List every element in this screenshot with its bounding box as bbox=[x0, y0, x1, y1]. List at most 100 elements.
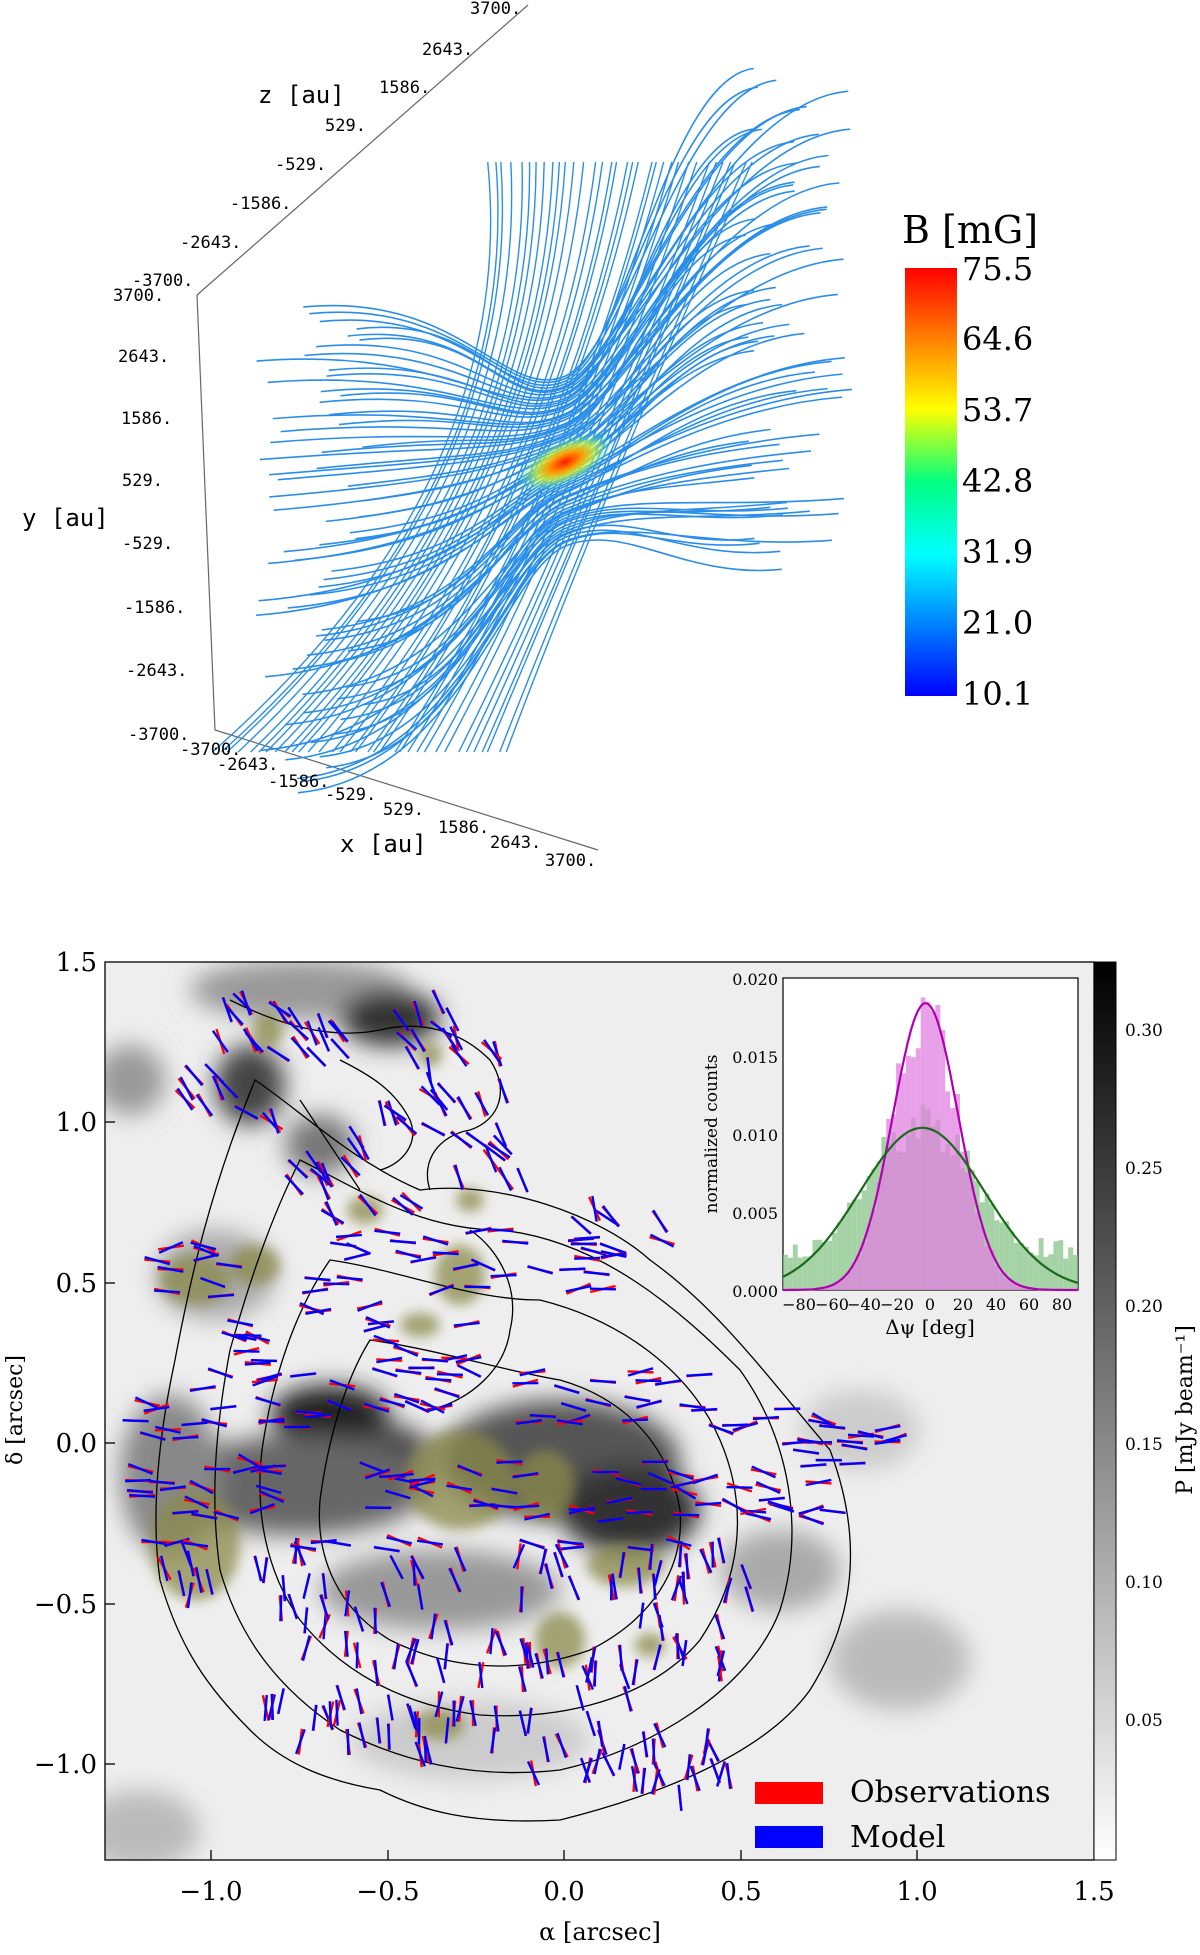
model-vector bbox=[343, 1630, 349, 1657]
axis-frame bbox=[196, 4, 599, 851]
hist-bar bbox=[1019, 1243, 1024, 1290]
model-vector bbox=[232, 1465, 259, 1474]
model-vector bbox=[211, 1075, 225, 1101]
model-vector bbox=[172, 1435, 199, 1440]
model-vector bbox=[699, 1548, 713, 1574]
model-vector bbox=[627, 1546, 654, 1552]
model-vector bbox=[416, 1583, 424, 1610]
model-vector bbox=[450, 1044, 468, 1067]
b-colorbar: B [mG] 75.5 64.6 53.7 42.8 31.9 21.0 10.… bbox=[902, 208, 1038, 713]
field-line bbox=[221, 161, 499, 753]
model-vector bbox=[373, 1607, 378, 1634]
field-line bbox=[303, 86, 758, 381]
model-vector bbox=[502, 1239, 529, 1245]
z-tick: 3700. bbox=[470, 0, 521, 19]
legend-label-observations: Observations bbox=[850, 1775, 1051, 1810]
x-tick: -2643. bbox=[217, 755, 278, 775]
field-line bbox=[291, 161, 561, 753]
z-axis-label: z [au] bbox=[258, 81, 345, 109]
model-vector bbox=[585, 1710, 596, 1737]
model-vector bbox=[847, 1433, 875, 1438]
model-vector bbox=[436, 1657, 446, 1684]
model-vector bbox=[436, 1082, 457, 1104]
hist-bar bbox=[851, 1199, 857, 1290]
model-vector bbox=[335, 1233, 363, 1239]
model-vector bbox=[709, 1757, 721, 1784]
model-vector bbox=[568, 1506, 595, 1515]
legend-swatch-observations bbox=[755, 1782, 823, 1804]
model-vector bbox=[695, 1501, 722, 1507]
model-vector bbox=[474, 1091, 490, 1116]
model-vector bbox=[436, 1372, 463, 1377]
model-vector bbox=[583, 1270, 610, 1276]
hist-bar bbox=[1009, 1279, 1015, 1290]
model-vector bbox=[681, 1571, 687, 1598]
model-vector bbox=[483, 1039, 500, 1062]
map-x-tick: 0.5 bbox=[720, 1877, 761, 1907]
model-vector bbox=[302, 1573, 311, 1599]
y-tick: -2643. bbox=[126, 661, 187, 681]
model-vector bbox=[155, 1425, 181, 1434]
hist-bar bbox=[1023, 1246, 1029, 1290]
model-vector bbox=[544, 1563, 554, 1590]
model-vector bbox=[602, 1205, 620, 1228]
model-vector bbox=[195, 1094, 214, 1117]
hist-bar bbox=[999, 1273, 1005, 1290]
model-vector bbox=[373, 1659, 379, 1687]
model-vector bbox=[443, 1619, 454, 1646]
model-vector bbox=[355, 1688, 363, 1715]
model-vector bbox=[589, 1379, 616, 1384]
model-vector bbox=[143, 1405, 170, 1412]
model-vector bbox=[585, 1656, 594, 1683]
model-vector bbox=[346, 1137, 364, 1161]
model-vector bbox=[306, 1046, 327, 1067]
hist-bar bbox=[910, 1057, 916, 1290]
model-vector bbox=[668, 1469, 694, 1481]
legend-swatch-model bbox=[755, 1826, 823, 1848]
model-vector bbox=[648, 1543, 654, 1570]
model-vector bbox=[580, 1246, 607, 1257]
y-tick: 529. bbox=[122, 471, 163, 491]
model-vector bbox=[201, 1418, 228, 1428]
p-colorbar-tick: 0.15 bbox=[1125, 1435, 1163, 1455]
model-vector bbox=[567, 1236, 595, 1243]
inset-y-tick: 0.000 bbox=[732, 1282, 778, 1301]
field-line bbox=[307, 161, 575, 753]
hist-bar bbox=[861, 1241, 867, 1290]
model-vector bbox=[585, 1398, 612, 1407]
p-colorbar-tick: 0.25 bbox=[1125, 1159, 1163, 1179]
model-vector bbox=[767, 1500, 794, 1511]
model-vector bbox=[193, 1244, 219, 1258]
hist-bar bbox=[837, 1222, 842, 1290]
field-line bbox=[359, 90, 849, 394]
field-line bbox=[237, 161, 513, 753]
model-vector bbox=[518, 1666, 527, 1693]
model-vector bbox=[324, 1540, 351, 1547]
model-vector bbox=[513, 1504, 540, 1509]
model-vector bbox=[363, 1402, 390, 1413]
model-vector bbox=[527, 1265, 553, 1275]
model-vector bbox=[336, 1275, 363, 1281]
model-vector bbox=[386, 1536, 413, 1545]
model-vector bbox=[651, 1738, 656, 1765]
model-vector bbox=[358, 1722, 367, 1749]
model-vector bbox=[512, 1543, 526, 1569]
hist-bar bbox=[866, 1224, 872, 1290]
model-vector bbox=[529, 1413, 556, 1419]
model-vector bbox=[448, 1567, 462, 1593]
field-line bbox=[309, 67, 754, 384]
inset-x-tick: 80 bbox=[1052, 1295, 1072, 1314]
z-tick: -2643. bbox=[180, 233, 241, 253]
model-vector bbox=[623, 1685, 632, 1712]
model-vector bbox=[611, 1573, 618, 1600]
hist-bar bbox=[832, 1232, 838, 1290]
hist-bar bbox=[989, 1203, 995, 1290]
x-tick: 2643. bbox=[490, 833, 541, 853]
x-axis-ticks: -3700. -2643. -1586. -529. 529. 1586. 26… bbox=[180, 740, 596, 871]
model-vector bbox=[722, 1423, 749, 1427]
model-vector bbox=[490, 1273, 517, 1278]
model-vector bbox=[805, 1478, 832, 1487]
model-vector bbox=[309, 1167, 332, 1187]
hist-bar bbox=[920, 997, 926, 1290]
field-line bbox=[304, 497, 845, 714]
